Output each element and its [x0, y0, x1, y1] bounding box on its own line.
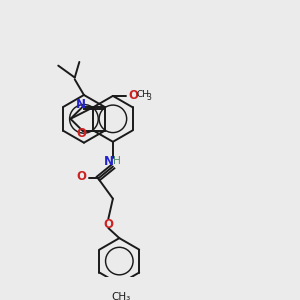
Text: O: O	[77, 127, 87, 140]
Text: O: O	[77, 170, 87, 183]
Text: 3: 3	[146, 93, 151, 102]
Text: CH: CH	[137, 91, 150, 100]
Text: N: N	[104, 155, 114, 169]
Text: CH₃: CH₃	[112, 292, 131, 300]
Text: O: O	[128, 89, 139, 102]
Text: O: O	[103, 218, 113, 231]
Text: N: N	[76, 98, 86, 111]
Text: H: H	[112, 156, 121, 166]
